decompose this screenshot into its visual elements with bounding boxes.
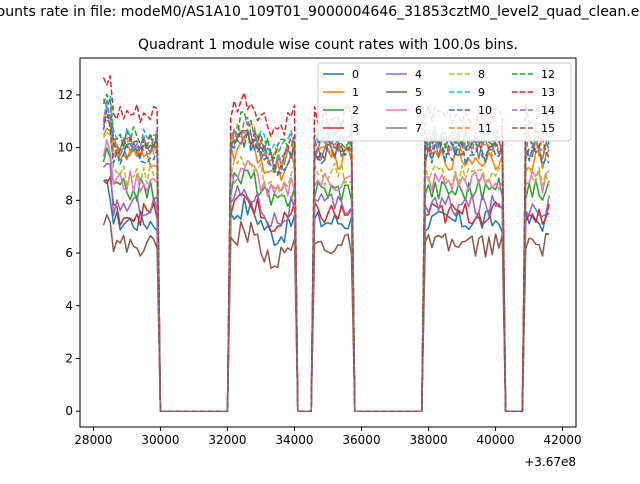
legend-box — [317, 62, 572, 142]
y-tick-label: 0 — [65, 404, 73, 418]
legend-label-14: 14 — [541, 104, 555, 117]
legend-label-13: 13 — [541, 86, 555, 99]
series-line-5 — [102, 214, 550, 412]
x-tick-label: 36000 — [342, 433, 380, 447]
series-line-14 — [102, 98, 550, 412]
x-tick-label: 30000 — [141, 433, 179, 447]
x-axis: 28000 30000 32000 34000 36000 38000 40000 42000 — [74, 427, 582, 447]
x-axis-offset-label: +3.67e8 — [524, 455, 576, 469]
series-line-7 — [103, 113, 550, 412]
legend-label-15: 15 — [541, 122, 555, 135]
x-tick-label: 40000 — [476, 433, 514, 447]
legend-label-2: 2 — [352, 104, 359, 117]
x-tick-label: 42000 — [544, 433, 582, 447]
y-tick-label: 10 — [58, 141, 73, 155]
y-axis: 0 2 4 6 8 10 12 — [58, 88, 80, 418]
figure-suptitle: Counts rate in file: modeM0/AS1A10_109T0… — [0, 4, 640, 20]
series-line-2 — [102, 147, 550, 412]
legend-label-11: 11 — [478, 122, 492, 135]
y-tick-label: 2 — [65, 351, 73, 365]
legend-label-3: 3 — [352, 122, 359, 135]
x-tick-label: 34000 — [275, 433, 313, 447]
y-tick-label: 6 — [65, 246, 73, 260]
chart-title: Quadrant 1 module wise count rates with … — [138, 37, 518, 53]
plot-lines — [102, 75, 550, 412]
legend-label-1: 1 — [352, 86, 359, 99]
y-tick-label: 8 — [65, 193, 73, 207]
y-tick-label: 12 — [58, 88, 73, 102]
series-line-15 — [102, 118, 550, 412]
legend-label-4: 4 — [415, 68, 422, 81]
legend-label-5: 5 — [415, 86, 422, 99]
x-tick-label: 38000 — [409, 433, 447, 447]
series-line-11 — [103, 113, 550, 412]
legend-label-0: 0 — [352, 68, 359, 81]
series-line-4 — [102, 162, 550, 412]
legend-label-8: 8 — [478, 68, 485, 81]
x-tick-label: 32000 — [208, 433, 246, 447]
legend-label-12: 12 — [541, 68, 555, 81]
series-line-3 — [102, 176, 550, 412]
plot-frame — [79, 57, 577, 428]
legend-label-7: 7 — [415, 122, 422, 135]
series-line-6 — [102, 138, 550, 412]
legend-label-6: 6 — [415, 104, 422, 117]
series-line-0 — [103, 179, 550, 412]
legend-label-9: 9 — [478, 86, 485, 99]
series-line-1 — [102, 127, 550, 412]
y-tick-label: 4 — [65, 299, 73, 313]
legend-label-10: 10 — [478, 104, 492, 117]
x-tick-label: 28000 — [74, 433, 112, 447]
